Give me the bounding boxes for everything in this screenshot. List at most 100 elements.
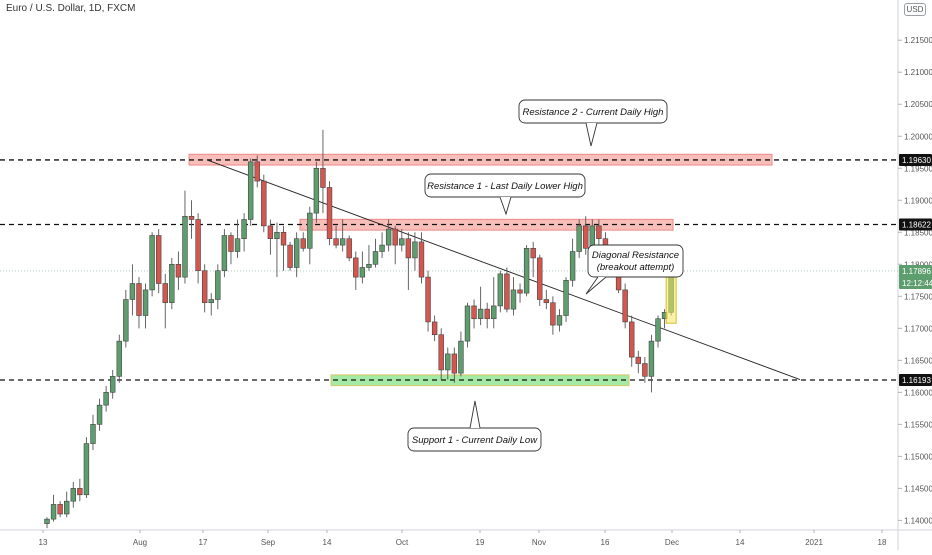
candle-body (215, 270, 221, 300)
candle-body (123, 299, 129, 342)
candle-body (655, 318, 661, 342)
candle-body (110, 376, 116, 393)
callout-resistance-2-pointer (585, 122, 598, 147)
candle-body (392, 228, 398, 246)
diagonal-resistance-line (206, 159, 801, 380)
y-tick-label: 1.18500 (904, 228, 932, 237)
callout-resistance-1-pointer (499, 196, 512, 216)
price-label-support-1: 1.16193 (902, 376, 931, 385)
candle-body (64, 500, 70, 515)
y-tick-label: 1.17000 (904, 324, 932, 333)
callout-diagonal-resistance-pointer (585, 276, 607, 295)
candle-body (550, 302, 556, 326)
candle-body (70, 488, 76, 502)
callout-diagonal-resistance-box (587, 244, 684, 278)
x-tick-label: 17 (199, 538, 208, 547)
callout-diagonal-resistance-text-2: (breakout attempt) (597, 262, 675, 273)
candle-body (412, 241, 418, 259)
candle-body (464, 305, 471, 342)
price-label-resistance-1: 1.18622 (902, 220, 931, 229)
candle-body (491, 305, 497, 320)
candle-body (287, 244, 293, 268)
candle-body (182, 215, 188, 278)
x-tick-label: 2021 (805, 538, 823, 547)
candle-body (517, 289, 523, 294)
candle-body (247, 161, 254, 220)
candle-body (477, 308, 484, 320)
candle-body (629, 321, 635, 358)
candle-body (385, 228, 392, 246)
candle-body (346, 238, 352, 259)
candle-body (261, 180, 267, 227)
candle-body (399, 238, 405, 246)
candle-body (366, 263, 372, 268)
chart-title: Euro / U.S. Dollar, 1D, FXCM (6, 3, 136, 14)
candle-body (635, 356, 642, 364)
candle-body (241, 219, 247, 239)
y-tick-label: 1.15500 (904, 420, 932, 429)
price-label-countdown: 12:12:44 (902, 279, 932, 288)
candle-body (372, 251, 379, 265)
candle-body (142, 289, 149, 316)
currency-badge[interactable]: USD (904, 3, 926, 16)
price-label-current: 1.17896 (902, 267, 931, 276)
candle-body (162, 283, 168, 304)
y-tick-label: 1.18000 (904, 260, 932, 269)
candle-body (471, 305, 477, 320)
candle-body (90, 424, 96, 444)
candle-body (543, 299, 550, 304)
candle-body (155, 235, 162, 284)
y-tick-label: 1.14500 (904, 484, 932, 493)
candle-body (234, 238, 241, 252)
candle-body (195, 219, 201, 272)
price-label-current-bg (899, 264, 932, 289)
candle-body (326, 187, 333, 239)
candle-body (556, 315, 563, 326)
candle-body (274, 231, 280, 239)
candle-body (228, 235, 234, 252)
candle-body (418, 241, 425, 278)
y-tick-label: 1.20500 (904, 100, 932, 109)
candle-body (622, 289, 628, 323)
candle-body (116, 340, 122, 377)
candle-body (136, 283, 142, 316)
price-label-support-1-bg (899, 373, 932, 386)
candle-body (221, 235, 228, 272)
candle-body (293, 238, 300, 268)
candle-body (103, 392, 109, 406)
candle-body (188, 215, 195, 220)
x-tick-label: 19 (476, 538, 485, 547)
candle-body (451, 353, 458, 374)
y-tick-label: 1.14000 (904, 516, 932, 525)
candle-body (379, 244, 385, 252)
callout-diagonal-resistance-text: Diagonal Resistance (592, 250, 679, 261)
candle-body (307, 212, 313, 249)
candle-body (254, 161, 260, 182)
y-tick-label: 1.16000 (904, 388, 932, 397)
candle-body (523, 247, 530, 294)
callout-support-1-pointer (469, 400, 481, 429)
y-tick-label: 1.17500 (904, 292, 932, 301)
candle-body (425, 276, 431, 323)
callout-resistance-2-text: Resistance 2 - Current Daily High (523, 107, 664, 118)
x-tick-label: Oct (396, 538, 409, 547)
candle-body (504, 273, 510, 310)
x-tick-label: 16 (601, 538, 610, 547)
candle-body (510, 289, 517, 310)
candle-body (201, 270, 208, 304)
x-tick-label: Sep (261, 538, 276, 547)
candle-body (497, 273, 504, 307)
price-label-resistance-1-bg (899, 218, 932, 231)
candle-body (583, 225, 589, 249)
x-tick-label: 13 (39, 538, 48, 547)
candle-body (648, 340, 655, 377)
candle-body (333, 238, 339, 246)
x-tick-label: 14 (323, 538, 332, 547)
candle-body (438, 334, 444, 371)
candle-body (431, 321, 438, 336)
x-tick-label: Aug (133, 538, 147, 547)
candle-body (359, 267, 366, 278)
candle-body (405, 238, 412, 259)
